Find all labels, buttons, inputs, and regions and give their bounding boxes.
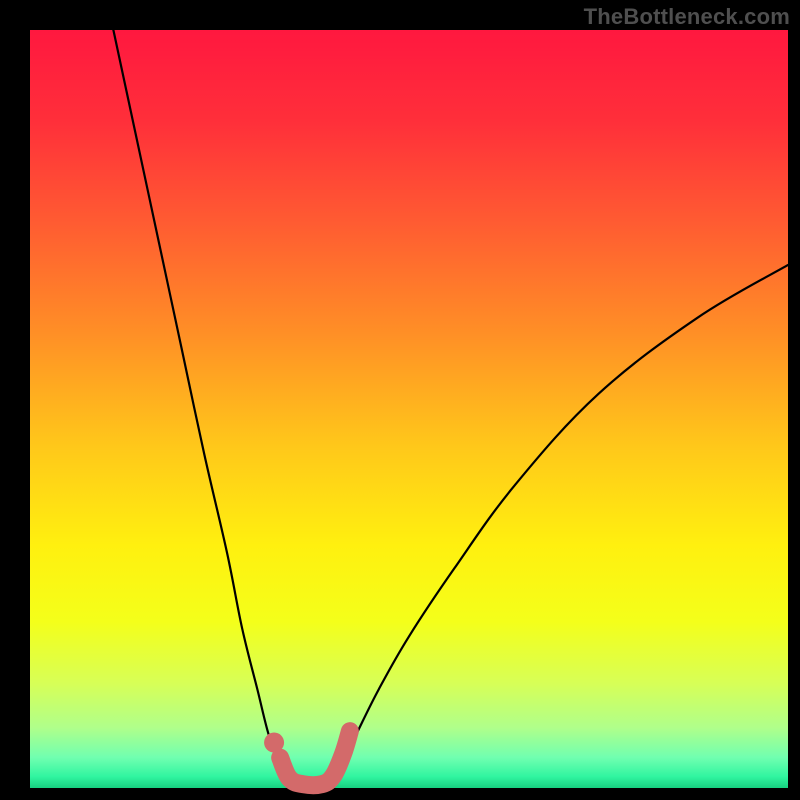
valley-highlight-dot xyxy=(264,733,284,753)
watermark-text: TheBottleneck.com xyxy=(584,4,790,30)
chart-container: TheBottleneck.com xyxy=(0,0,800,800)
plot-background xyxy=(30,30,788,788)
bottleneck-chart xyxy=(0,0,800,800)
